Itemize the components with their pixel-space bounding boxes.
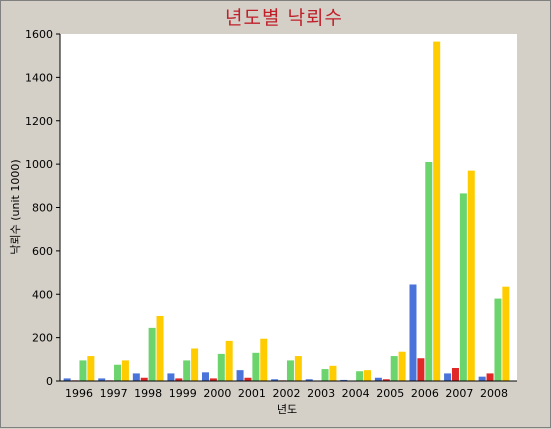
y-tick-label: 200 [32,332,53,345]
bar-1998-series-1 [133,373,140,381]
x-ticks-group: 1996 1997 1998 1999 2000 2001 2002 2003 2004 2005… [65,387,508,400]
x-tick-label: 1999 [169,387,197,400]
x-tick-label: 1997 [100,387,128,400]
bar-1997-series-3 [114,365,121,381]
x-tick-label: 1998 [134,387,162,400]
x-axis-title: 년도 [277,403,297,416]
bar-1998-series-4 [157,316,164,381]
y-tick-label: 400 [32,288,53,301]
y-tick-label: 1400 [25,71,53,84]
x-tick-label: 2000 [203,387,231,400]
bar-2003-series-3 [322,369,329,381]
x-tick-label: 2008 [480,387,508,400]
bar-1999-series-1 [167,373,174,381]
bar-2000-series-4 [226,341,233,381]
bar-2006-series-3 [425,162,432,381]
bar-2008-series-2 [487,373,494,381]
bar-2001-series-3 [252,353,259,381]
bar-1998-series-3 [149,328,156,381]
x-tick-label: 2006 [411,387,439,400]
bar-2000-series-1 [202,372,209,381]
bar-2006-series-4 [433,42,440,381]
bar-1999-series-4 [191,348,198,381]
bar-2004-series-4 [364,370,371,381]
bar-1996-series-3 [79,360,86,381]
bar-2001-series-1 [237,370,244,381]
x-tick-label: 2007 [445,387,473,400]
x-tick-label: 2001 [238,387,266,400]
x-tick-label: 2003 [307,387,335,400]
y-tick-label: 1000 [25,158,53,171]
x-tick-label: 2002 [273,387,301,400]
bar-2007-series-2 [452,368,459,381]
y-tick-label: 1600 [25,28,53,41]
bar-2002-series-3 [287,360,294,381]
y-axis-title: 낙뢰수 (unit 1000) [9,159,22,254]
x-tick-label: 2005 [376,387,404,400]
bar-2008-series-3 [494,299,501,381]
bar-2007-series-4 [468,171,475,381]
bar-2006-series-2 [417,358,424,381]
y-tick-label: 1200 [25,115,53,128]
x-tick-label: 1996 [65,387,93,400]
bar-2003-series-4 [329,366,336,381]
bar-2008-series-1 [479,377,486,381]
plot-area [60,34,517,381]
y-tick-label: 600 [32,245,53,258]
bar-1997-series-4 [122,360,129,381]
bar-2007-series-3 [460,193,467,381]
bar-2004-series-3 [356,371,363,381]
bar-2001-series-4 [260,339,267,381]
x-tick-label: 2004 [342,387,370,400]
bar-2008-series-4 [502,287,509,381]
bar-1999-series-3 [183,360,190,381]
bar-2002-series-4 [295,356,302,381]
bar-2000-series-3 [218,354,225,381]
bar-2007-series-1 [444,373,451,381]
y-tick-label: 0 [46,375,53,388]
bar-1996-series-4 [87,356,94,381]
bar-2006-series-1 [409,284,416,381]
y-ticks-group: 0 200 400 600 800 1000 1200 1400 1600 [25,28,60,388]
y-tick-label: 800 [32,202,53,215]
bar-2005-series-3 [391,356,398,381]
chart-title: 년도별 낙뢰수 [225,7,343,29]
bar-2005-series-4 [399,352,406,381]
